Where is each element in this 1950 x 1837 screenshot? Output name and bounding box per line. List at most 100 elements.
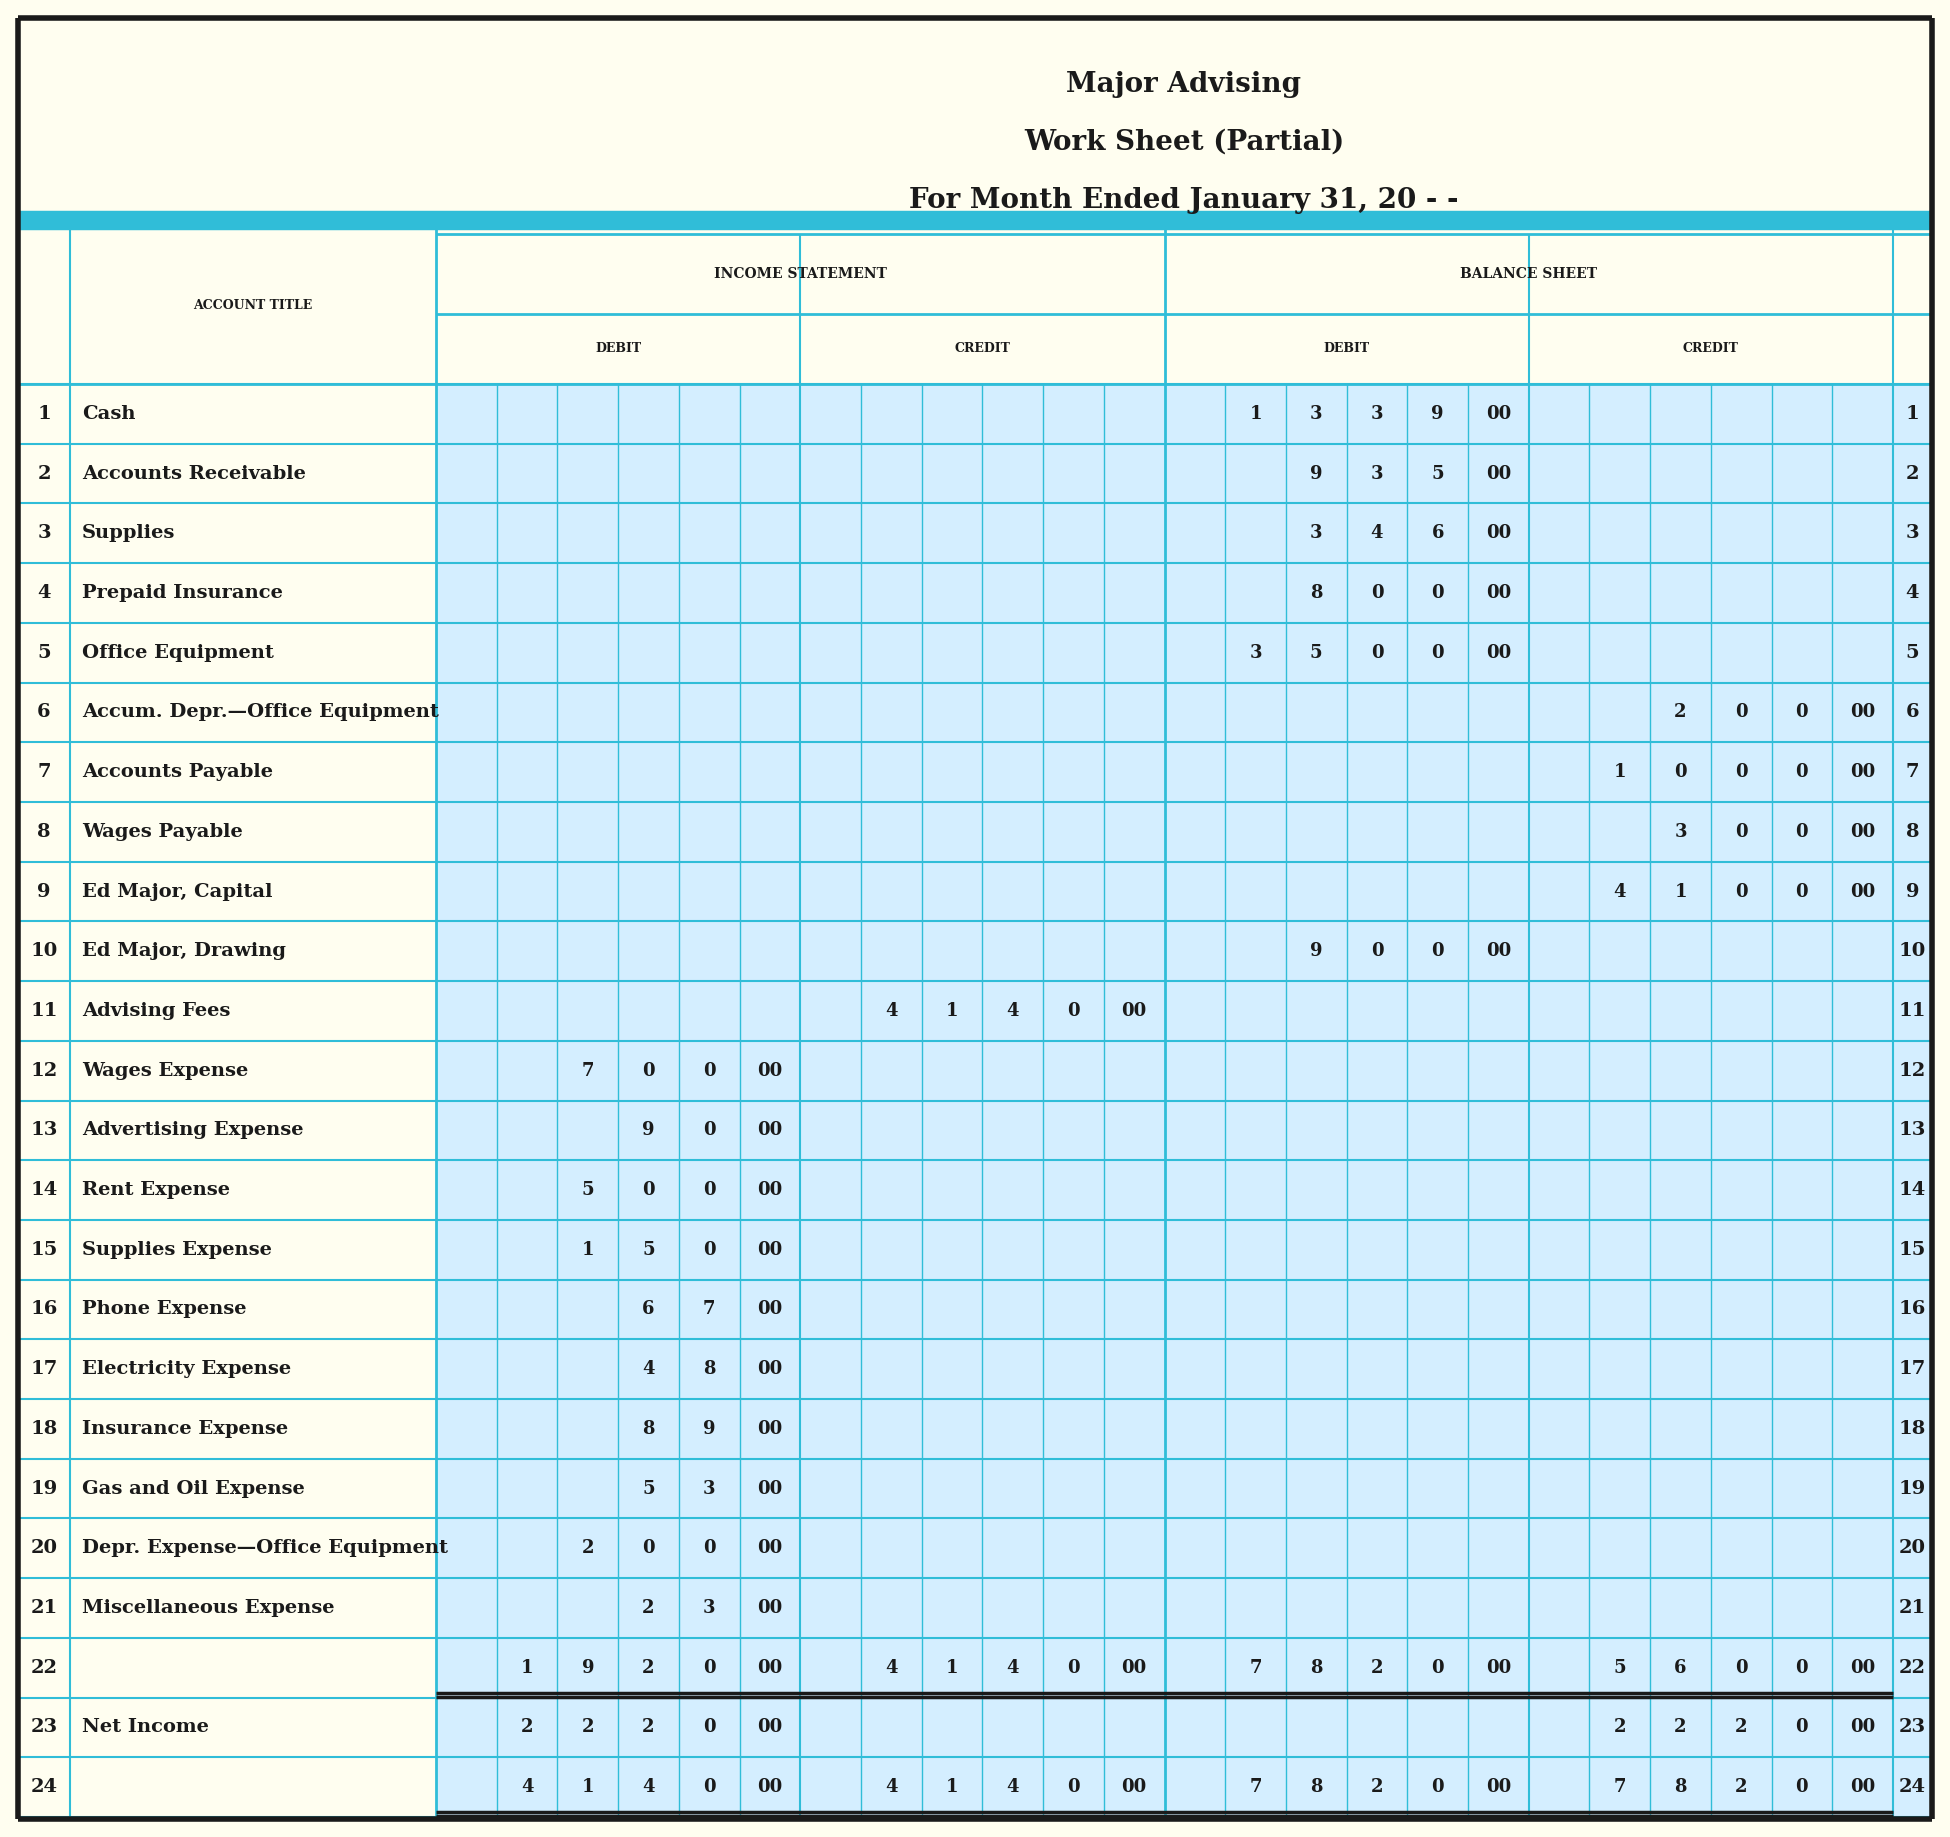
Text: BALANCE SHEET: BALANCE SHEET xyxy=(1461,266,1597,281)
Bar xyxy=(18,1220,437,1280)
Text: 9: 9 xyxy=(37,882,51,900)
Text: 4: 4 xyxy=(1006,1001,1020,1020)
Text: 0: 0 xyxy=(702,1778,716,1797)
Text: 00: 00 xyxy=(757,1240,782,1258)
Text: 00: 00 xyxy=(757,1181,782,1200)
Text: 1: 1 xyxy=(946,1778,957,1797)
Text: 0: 0 xyxy=(642,1181,655,1200)
Bar xyxy=(437,981,1932,1042)
Text: 2: 2 xyxy=(1613,1718,1626,1736)
Text: 4: 4 xyxy=(521,1778,532,1797)
Text: 8: 8 xyxy=(37,823,51,841)
Bar xyxy=(18,742,437,803)
Text: Cash: Cash xyxy=(82,404,135,423)
Text: 18: 18 xyxy=(31,1420,58,1438)
Text: 9: 9 xyxy=(702,1420,716,1438)
Text: 5: 5 xyxy=(642,1479,655,1497)
Text: 2: 2 xyxy=(1675,1718,1687,1736)
Text: 00: 00 xyxy=(757,1301,782,1319)
Text: 11: 11 xyxy=(31,1001,58,1020)
Text: CREDIT: CREDIT xyxy=(1683,342,1739,356)
Text: For Month Ended January 31, 20 - -: For Month Ended January 31, 20 - - xyxy=(909,187,1459,213)
Text: 0: 0 xyxy=(1431,1659,1445,1677)
Text: 21: 21 xyxy=(31,1598,58,1617)
Text: Phone Expense: Phone Expense xyxy=(82,1301,246,1319)
Text: 3: 3 xyxy=(702,1598,716,1617)
Text: 8: 8 xyxy=(1675,1778,1687,1797)
Text: 0: 0 xyxy=(1431,584,1445,603)
Text: 0: 0 xyxy=(1736,823,1747,841)
Text: 00: 00 xyxy=(757,1659,782,1677)
Text: 1: 1 xyxy=(946,1001,957,1020)
Text: 5: 5 xyxy=(37,643,51,661)
Text: Supplies Expense: Supplies Expense xyxy=(82,1240,271,1258)
Text: 6: 6 xyxy=(642,1301,655,1319)
Text: 3: 3 xyxy=(1250,643,1262,661)
Text: 6: 6 xyxy=(1905,704,1919,722)
Text: 00: 00 xyxy=(757,1062,782,1080)
Text: 2: 2 xyxy=(581,1718,595,1736)
Text: Work Sheet (Partial): Work Sheet (Partial) xyxy=(1024,129,1344,156)
Text: Net Income: Net Income xyxy=(82,1718,209,1736)
Text: 0: 0 xyxy=(1431,1778,1445,1797)
Text: 00: 00 xyxy=(757,1718,782,1736)
Bar xyxy=(437,1280,1932,1339)
Text: DEBIT: DEBIT xyxy=(1324,342,1369,356)
Text: 4: 4 xyxy=(885,1001,897,1020)
Text: 12: 12 xyxy=(31,1062,58,1080)
Text: 0: 0 xyxy=(642,1062,655,1080)
Bar xyxy=(18,1758,437,1817)
Text: 10: 10 xyxy=(1899,942,1927,961)
Bar xyxy=(437,742,1932,803)
Text: Ed Major, Capital: Ed Major, Capital xyxy=(82,882,273,900)
Text: 4: 4 xyxy=(1905,584,1919,603)
Text: 4: 4 xyxy=(642,1778,655,1797)
Text: 8: 8 xyxy=(1310,1778,1322,1797)
Text: 00: 00 xyxy=(1486,584,1511,603)
Text: 00: 00 xyxy=(1851,823,1876,841)
Text: Major Advising: Major Advising xyxy=(1067,70,1301,97)
Text: 22: 22 xyxy=(31,1659,57,1677)
Text: Rent Expense: Rent Expense xyxy=(82,1181,230,1200)
Text: 2: 2 xyxy=(581,1539,595,1558)
Text: 3: 3 xyxy=(702,1479,716,1497)
Bar xyxy=(437,1042,1932,1100)
Text: 17: 17 xyxy=(1899,1359,1927,1378)
Text: 0: 0 xyxy=(1067,1001,1080,1020)
Bar xyxy=(18,623,437,683)
Bar xyxy=(18,1161,437,1220)
Text: 19: 19 xyxy=(1899,1479,1927,1497)
Text: Prepaid Insurance: Prepaid Insurance xyxy=(82,584,283,603)
Text: 11: 11 xyxy=(1899,1001,1927,1020)
Text: 00: 00 xyxy=(757,1121,782,1139)
Bar xyxy=(18,1519,437,1578)
Text: 00: 00 xyxy=(1486,942,1511,961)
Text: 0: 0 xyxy=(702,1718,716,1736)
Text: 7: 7 xyxy=(1613,1778,1626,1797)
Text: 6: 6 xyxy=(1675,1659,1687,1677)
Bar xyxy=(437,445,1932,503)
Text: 2: 2 xyxy=(642,1718,655,1736)
Text: 2: 2 xyxy=(1905,465,1919,483)
Text: 00: 00 xyxy=(1851,882,1876,900)
Text: Depr. Expense—Office Equipment: Depr. Expense—Office Equipment xyxy=(82,1539,448,1558)
Text: 20: 20 xyxy=(1899,1539,1927,1558)
Text: 2: 2 xyxy=(1736,1718,1747,1736)
Text: 0: 0 xyxy=(642,1539,655,1558)
Bar xyxy=(437,1459,1932,1519)
Text: 2: 2 xyxy=(521,1718,532,1736)
Bar xyxy=(437,1339,1932,1400)
Bar xyxy=(18,683,437,742)
Text: 13: 13 xyxy=(1899,1121,1927,1139)
Bar xyxy=(437,1400,1932,1459)
Bar xyxy=(437,503,1932,564)
Bar xyxy=(437,922,1932,981)
Text: 2: 2 xyxy=(1371,1778,1383,1797)
Bar xyxy=(18,1042,437,1100)
Text: 4: 4 xyxy=(1006,1659,1020,1677)
Text: 00: 00 xyxy=(1851,1659,1876,1677)
Text: 1: 1 xyxy=(581,1778,595,1797)
Bar xyxy=(437,1519,1932,1578)
Text: 00: 00 xyxy=(1851,762,1876,781)
Text: 22: 22 xyxy=(1899,1659,1927,1677)
